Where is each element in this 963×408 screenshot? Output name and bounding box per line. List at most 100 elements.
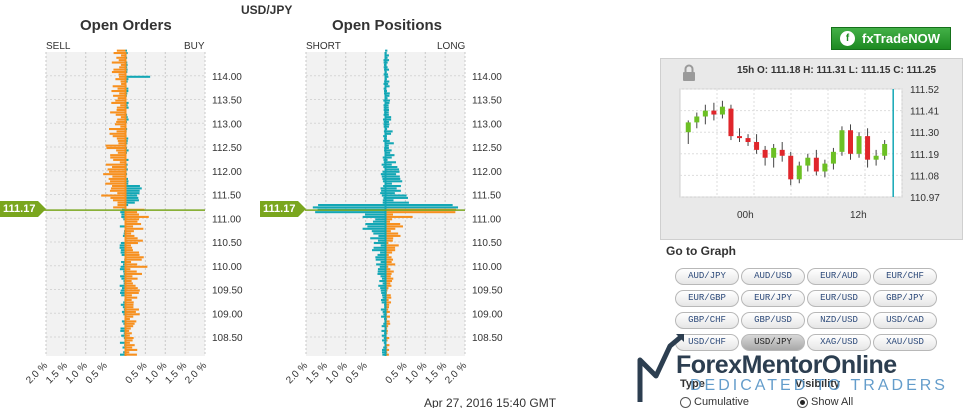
bar-left bbox=[121, 253, 126, 256]
bar-left bbox=[121, 320, 126, 323]
bar-right bbox=[385, 116, 392, 119]
bar-left bbox=[123, 301, 126, 304]
bar-right bbox=[125, 90, 129, 93]
x-tick-label: 1.5 % bbox=[423, 360, 449, 386]
bar-right bbox=[385, 170, 400, 173]
pair-button-gbp-usd[interactable]: GBP/USD bbox=[741, 312, 805, 329]
bar-left bbox=[122, 234, 126, 237]
bar-left bbox=[112, 175, 126, 178]
bar-right bbox=[385, 294, 391, 297]
price-tick-label: 111.00 bbox=[212, 214, 242, 225]
pair-button-gbp-chf[interactable]: GBP/CHF bbox=[675, 312, 739, 329]
bar-left bbox=[382, 282, 386, 285]
pair-button-eur-gbp[interactable]: EUR/GBP bbox=[675, 290, 739, 307]
bar-left bbox=[373, 246, 386, 249]
bar-right bbox=[385, 220, 390, 223]
cumulative-radio-icon[interactable] bbox=[680, 396, 691, 408]
pair-button-eur-chf[interactable]: EUR/CHF bbox=[873, 268, 937, 285]
bar-left bbox=[382, 170, 386, 173]
bar-left bbox=[380, 308, 386, 311]
bar-left bbox=[380, 275, 386, 278]
candle-body bbox=[873, 155, 879, 160]
x-tick-label: 2.0 % bbox=[24, 360, 50, 386]
bar-right bbox=[385, 158, 388, 161]
pair-button-aud-usd[interactable]: AUD/USD bbox=[741, 268, 805, 285]
pair-button-usd-jpy[interactable]: USD/JPY bbox=[741, 334, 805, 351]
pair-button-eur-usd[interactable]: EUR/USD bbox=[807, 290, 871, 307]
pair-button-eur-jpy[interactable]: EUR/JPY bbox=[741, 290, 805, 307]
bar-left bbox=[383, 118, 386, 121]
show-all-radio[interactable]: Show All bbox=[797, 396, 853, 408]
price-tick-label: 112.50 bbox=[472, 143, 502, 154]
candle-body bbox=[865, 136, 871, 160]
bar-right bbox=[385, 251, 393, 254]
bar-right bbox=[385, 132, 392, 135]
bar-left bbox=[112, 166, 126, 169]
fxtradenow-button[interactable]: f fxTradeNOW bbox=[831, 27, 951, 50]
bar-right bbox=[385, 230, 391, 233]
lock-icon[interactable] bbox=[681, 64, 697, 82]
bar-right bbox=[125, 294, 132, 297]
bar-right bbox=[385, 308, 389, 311]
pair-button-xau-usd[interactable]: XAU/USD bbox=[873, 334, 937, 351]
bar-right bbox=[385, 49, 388, 52]
bar-right bbox=[385, 99, 391, 102]
pair-button-gbp-jpy[interactable]: GBP/JPY bbox=[873, 290, 937, 307]
mini-y-tick-label: 110.97 bbox=[910, 193, 940, 204]
bar-left bbox=[123, 322, 126, 325]
bar-right bbox=[125, 310, 136, 313]
bar-right bbox=[125, 296, 138, 299]
bar-left bbox=[119, 284, 126, 287]
pair-button-nzd-usd[interactable]: NZD/USD bbox=[807, 312, 871, 329]
bar-left bbox=[113, 52, 126, 55]
bar-left bbox=[379, 265, 386, 268]
bar-left bbox=[381, 291, 386, 294]
bar-left bbox=[379, 280, 386, 283]
bar-right bbox=[125, 265, 148, 268]
bar-right bbox=[125, 182, 129, 185]
pair-button-usd-cad[interactable]: USD/CAD bbox=[873, 312, 937, 329]
bar-left bbox=[110, 180, 126, 183]
bar-left bbox=[120, 80, 126, 83]
bar-left bbox=[109, 189, 126, 192]
bar-left bbox=[111, 101, 126, 104]
bar-left bbox=[115, 78, 126, 81]
bar-left bbox=[120, 291, 126, 294]
price-tick-label: 110.50 bbox=[472, 238, 502, 249]
bar-right bbox=[385, 256, 392, 259]
bar-right bbox=[385, 348, 390, 351]
show-all-radio-icon[interactable] bbox=[797, 396, 808, 408]
pair-button-aud-jpy[interactable]: AUD/JPY bbox=[675, 268, 739, 285]
bar-left bbox=[377, 270, 386, 273]
bar-right bbox=[385, 166, 398, 169]
bar-right bbox=[125, 68, 128, 71]
bar-right bbox=[125, 353, 137, 356]
bar-right bbox=[125, 158, 129, 161]
x-tick-label: 0.5 % bbox=[384, 360, 410, 386]
bar-left bbox=[117, 151, 126, 154]
bar-right bbox=[125, 303, 134, 306]
pair-button-xag-usd[interactable]: XAG/USD bbox=[807, 334, 871, 351]
bar-right bbox=[385, 182, 392, 185]
timestamp: Apr 27, 2016 15:40 GMT bbox=[424, 396, 557, 408]
bar-left bbox=[121, 277, 126, 280]
price-tick-label: 113.50 bbox=[212, 96, 242, 107]
bar-right bbox=[125, 168, 128, 171]
bar-left bbox=[120, 353, 126, 356]
bar-right bbox=[385, 337, 390, 340]
bar-left bbox=[121, 54, 126, 57]
cumulative-radio[interactable]: Cumulative bbox=[680, 396, 749, 408]
candle-body bbox=[848, 130, 853, 154]
bar-right bbox=[125, 118, 129, 121]
bar-right bbox=[385, 282, 391, 285]
bar-left bbox=[123, 280, 126, 283]
pair-button-eur-aud[interactable]: EUR/AUD bbox=[807, 268, 871, 285]
bar-right bbox=[125, 341, 130, 344]
bar-left bbox=[365, 223, 386, 226]
bar-right bbox=[385, 306, 390, 309]
bar-right bbox=[385, 329, 388, 332]
go-to-graph-title: Go to Graph bbox=[666, 244, 736, 258]
mini-y-tick-label: 111.30 bbox=[910, 128, 940, 139]
bar-left bbox=[121, 310, 126, 313]
x-tick-label: 1.5 % bbox=[44, 360, 70, 386]
